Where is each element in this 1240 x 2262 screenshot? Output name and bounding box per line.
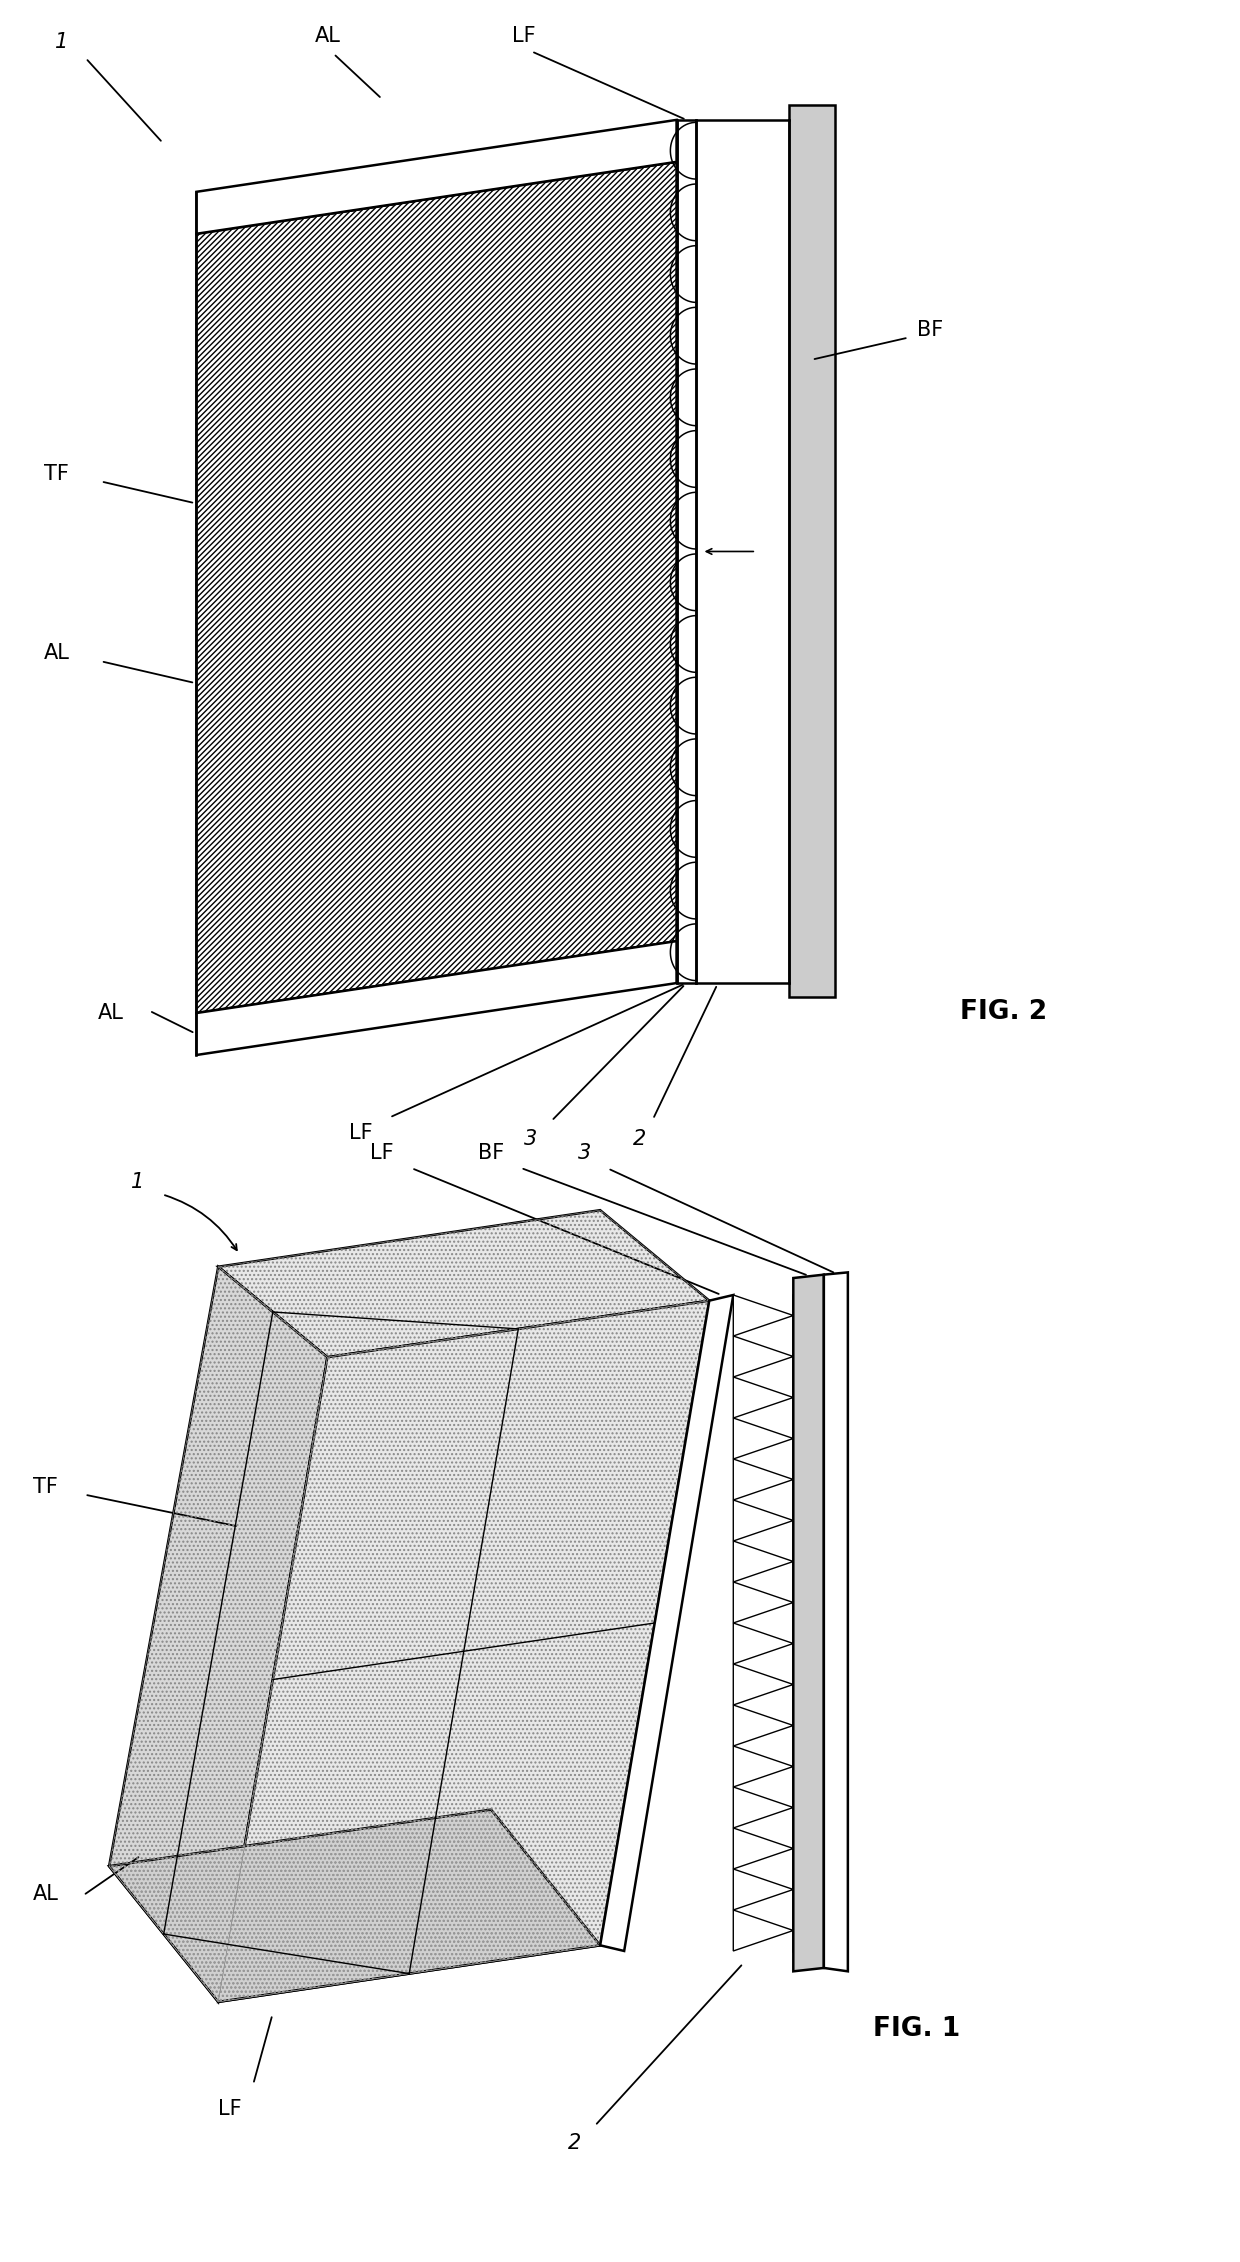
Text: 1: 1 [131, 1172, 144, 1192]
Text: AL: AL [98, 1002, 124, 1022]
Text: LF: LF [350, 1122, 373, 1142]
Polygon shape [733, 1459, 794, 1500]
Polygon shape [733, 1581, 794, 1624]
Text: FIG. 2: FIG. 2 [960, 1000, 1048, 1025]
Polygon shape [196, 941, 677, 1054]
Text: LF: LF [218, 2099, 242, 2119]
Polygon shape [733, 1540, 794, 1581]
Polygon shape [733, 1706, 794, 1746]
Text: 3: 3 [578, 1142, 591, 1163]
Polygon shape [733, 1294, 794, 1337]
Polygon shape [733, 1624, 794, 1665]
Polygon shape [733, 1418, 794, 1459]
Polygon shape [733, 1828, 794, 1868]
Text: BF: BF [916, 319, 942, 339]
Text: AL: AL [315, 25, 340, 45]
Polygon shape [789, 106, 835, 998]
Polygon shape [733, 1500, 794, 1540]
Text: TF: TF [32, 1477, 57, 1497]
Polygon shape [794, 1274, 823, 1970]
Polygon shape [823, 1271, 848, 1970]
Polygon shape [733, 1665, 794, 1706]
Polygon shape [196, 120, 677, 233]
Polygon shape [733, 1337, 794, 1378]
Text: LF: LF [512, 25, 536, 45]
Polygon shape [677, 120, 696, 984]
Polygon shape [733, 1378, 794, 1418]
Text: AL: AL [43, 642, 69, 663]
Polygon shape [196, 163, 677, 1013]
Text: 2: 2 [568, 2133, 580, 2153]
Polygon shape [218, 1301, 709, 2002]
Polygon shape [600, 1294, 733, 1950]
Text: FIG. 1: FIG. 1 [873, 2015, 960, 2043]
Polygon shape [109, 1810, 600, 2002]
Text: TF: TF [43, 464, 68, 484]
Polygon shape [733, 1909, 794, 1950]
Polygon shape [218, 1210, 709, 1357]
Polygon shape [109, 1267, 327, 2002]
Text: 2: 2 [632, 1129, 646, 1149]
Polygon shape [733, 1868, 794, 1909]
Polygon shape [733, 1746, 794, 1787]
Polygon shape [733, 1787, 794, 1828]
Text: 3: 3 [523, 1129, 537, 1149]
Text: BF: BF [477, 1142, 505, 1163]
Text: 1: 1 [55, 32, 68, 52]
Text: LF: LF [370, 1142, 394, 1163]
Text: AL: AL [32, 1884, 58, 1905]
